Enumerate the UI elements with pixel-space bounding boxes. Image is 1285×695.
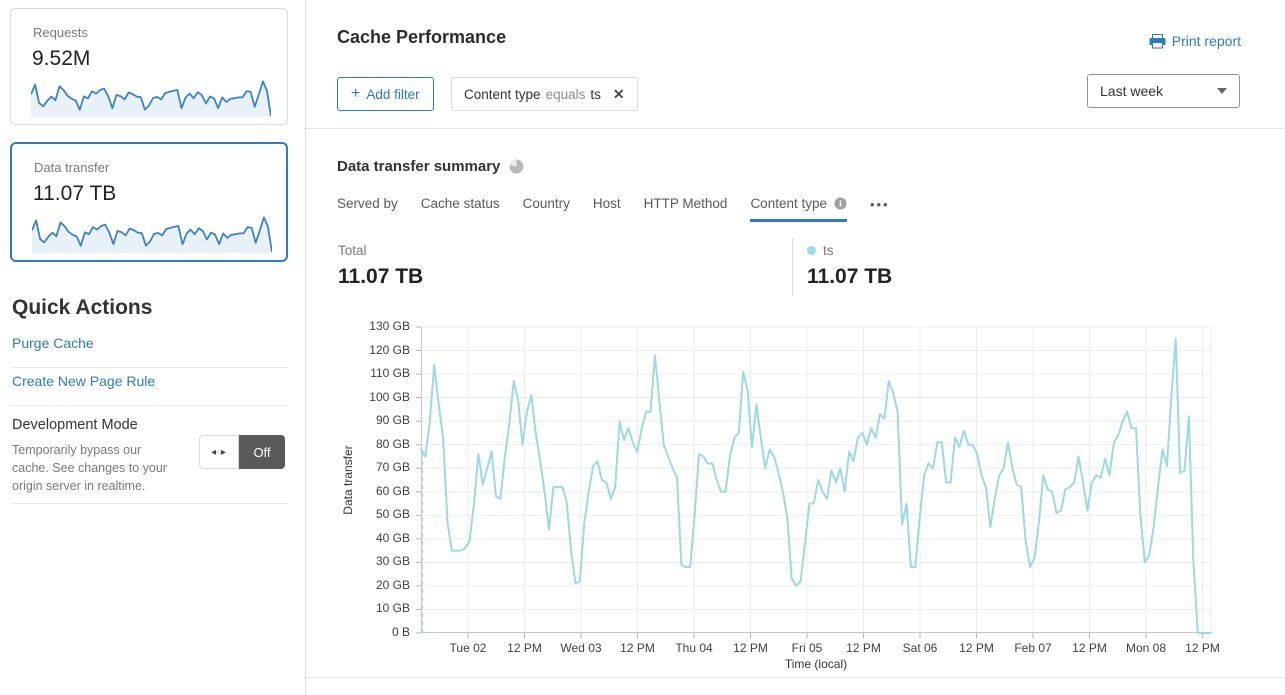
page-title: Cache Performance	[337, 27, 507, 47]
summary-title: Data transfer summary	[337, 158, 524, 175]
x-tick-label: Thu 04	[675, 641, 713, 655]
purge-cache-link[interactable]: Purge Cache	[12, 335, 94, 351]
legend-dot-icon	[807, 246, 816, 255]
divider	[10, 503, 288, 504]
x-axis-label: Time (local)	[784, 657, 848, 671]
divider	[306, 677, 1285, 678]
data-transfer-sparkline	[32, 216, 272, 253]
add-filter-label: Add filter	[366, 86, 420, 102]
x-tick-label: 12 PM	[1072, 641, 1107, 655]
y-tick-label: 100 GB	[369, 389, 410, 404]
divider	[792, 238, 793, 296]
x-tick-label: Fri 05	[791, 641, 823, 655]
filter-chip-operator: equals	[545, 86, 586, 102]
tab-served-by[interactable]: Served by	[337, 196, 398, 211]
chevron-down-icon	[1217, 88, 1227, 94]
printer-icon	[1149, 33, 1166, 48]
tab-host[interactable]: Host	[592, 196, 621, 211]
filter-chip[interactable]: Content type equals ts ✕	[451, 77, 638, 111]
y-tick-label: 120 GB	[369, 342, 410, 357]
time-range-select[interactable]: Last week	[1087, 74, 1240, 108]
plus-icon: +	[351, 85, 361, 102]
x-tick-label: 12 PM	[846, 641, 881, 655]
y-tick-label: 90 GB	[375, 413, 410, 428]
development-mode-label: Development Mode	[12, 417, 138, 433]
close-icon[interactable]: ✕	[612, 85, 625, 102]
y-tick-label: 50 GB	[375, 507, 410, 522]
data-transfer-card-label: Data transfer	[34, 160, 110, 175]
x-tick-label: Mon 08	[1125, 641, 1167, 655]
more-tabs-button[interactable]: •••	[870, 197, 890, 212]
development-mode-toggle[interactable]: ◂ ▸ Off	[199, 435, 285, 469]
y-tick-label: 60 GB	[375, 483, 410, 498]
tab-content-type[interactable]: Content type	[750, 196, 847, 222]
development-mode-description: Temporarily bypass our cache. See change…	[12, 443, 167, 494]
x-tick-label: 12 PM	[959, 641, 994, 655]
main-content: Cache Performance Print report + Add fil…	[305, 0, 1285, 695]
requests-card-label: Requests	[33, 25, 88, 40]
requests-card[interactable]: Requests 9.52M	[10, 8, 288, 125]
y-tick-label: 130 GB	[369, 319, 410, 333]
x-tick-label: 12 PM	[1185, 641, 1220, 655]
print-report-label: Print report	[1171, 33, 1241, 49]
info-icon[interactable]	[834, 197, 847, 210]
x-tick-label: Sat 06	[902, 641, 938, 655]
total-label: Total	[338, 243, 367, 258]
y-tick-label: 70 GB	[375, 460, 410, 475]
time-range-value: Last week	[1100, 83, 1164, 99]
y-tick-label: 20 GB	[375, 577, 410, 592]
y-tick-label: 30 GB	[375, 554, 410, 569]
y-tick-label: 80 GB	[375, 436, 410, 451]
divider	[10, 405, 288, 406]
y-tick-label: 10 GB	[375, 601, 410, 616]
y-axis-label: Data transfer	[341, 445, 355, 515]
pie-chart-icon	[509, 159, 524, 174]
data-transfer-chart	[416, 326, 1212, 638]
create-page-rule-link[interactable]: Create New Page Rule	[12, 373, 156, 389]
quick-actions-title: Quick Actions	[12, 296, 153, 319]
legend-value: 11.07 TB	[807, 265, 893, 288]
add-filter-button[interactable]: + Add filter	[337, 77, 434, 111]
requests-sparkline	[31, 80, 271, 117]
x-tick-label: 12 PM	[620, 641, 655, 655]
x-tick-label: 12 PM	[507, 641, 542, 655]
y-tick-label: 0 B	[391, 625, 410, 639]
total-value: 11.07 TB	[338, 265, 424, 288]
x-tick-label: 12 PM	[733, 641, 768, 655]
filter-chip-field: Content type	[464, 86, 541, 102]
x-tick-label: Feb 07	[1014, 641, 1052, 655]
tab-content-type-label: Content type	[750, 196, 827, 211]
toggle-arrows-icon: ◂ ▸	[199, 435, 239, 469]
summary-title-text: Data transfer summary	[337, 158, 501, 175]
tab-country[interactable]: Country	[522, 196, 570, 211]
divider	[306, 128, 1285, 129]
legend-item-ts[interactable]: ts	[807, 243, 834, 258]
legend-name: ts	[823, 243, 834, 258]
x-tick-label: Tue 02	[449, 641, 487, 655]
print-report-button[interactable]: Print report	[1149, 33, 1241, 49]
requests-card-value: 9.52M	[32, 47, 91, 70]
tab-cache-status[interactable]: Cache status	[420, 196, 500, 211]
y-tick-label: 110 GB	[370, 366, 410, 381]
x-tick-label: Wed 03	[560, 641, 602, 655]
toggle-state-label: Off	[239, 435, 285, 469]
data-transfer-card-value: 11.07 TB	[33, 182, 117, 205]
y-tick-label: 40 GB	[375, 530, 410, 545]
tab-http-method[interactable]: HTTP Method	[643, 196, 728, 211]
main-chart-plot[interactable]	[416, 326, 1212, 638]
summary-tabs: Served by Cache status Country Host HTTP…	[337, 196, 890, 222]
filter-chip-value: ts	[590, 86, 601, 102]
sidebar: Requests 9.52M Data transfer 11.07 TB Qu…	[0, 0, 305, 695]
divider	[10, 367, 288, 368]
data-transfer-card[interactable]: Data transfer 11.07 TB	[10, 142, 288, 262]
